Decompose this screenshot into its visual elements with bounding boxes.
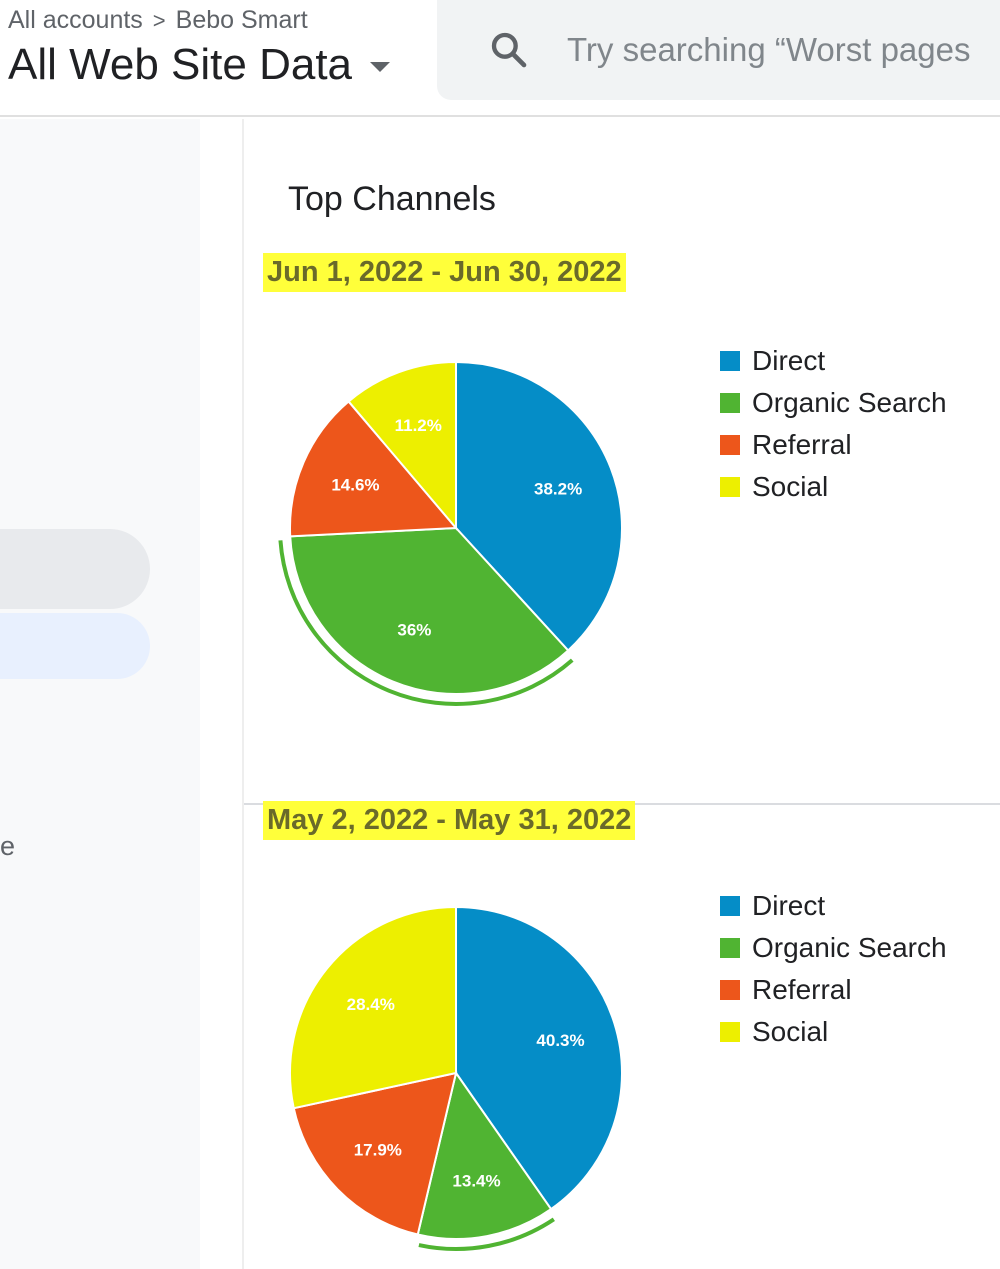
search-bar[interactable] xyxy=(437,0,1000,100)
legend-label: Direct xyxy=(752,345,826,376)
breadcrumb-all-accounts[interactable]: All accounts xyxy=(8,6,143,34)
sidebar-item-selected[interactable] xyxy=(0,613,150,679)
app-header: All accounts > Bebo Smart All Web Site D… xyxy=(0,0,1000,117)
pie-slice-social[interactable] xyxy=(347,360,457,531)
legend-swatch xyxy=(720,938,740,958)
content-divider xyxy=(242,119,244,1269)
pie-chart-jun[interactable]: 38.2% 36% 14.6% 11.2% xyxy=(270,360,640,720)
legend-item-direct[interactable]: Direct xyxy=(720,885,990,927)
legend-swatch xyxy=(720,435,740,455)
pie-slice-referral[interactable] xyxy=(289,400,459,538)
legend-swatch xyxy=(720,980,740,1000)
chart-legend-jun: Direct Organic Search Referral Social xyxy=(720,340,990,508)
legend-item-organic-search[interactable]: Organic Search xyxy=(720,382,990,424)
pie-slice-organic-search[interactable] xyxy=(289,526,570,695)
date-range-label: Jun 1, 2022 - Jun 30, 2022 xyxy=(263,253,626,292)
legend-label: Social xyxy=(752,471,829,502)
sidebar-item-active[interactable] xyxy=(0,529,150,609)
legend-swatch xyxy=(720,1022,740,1042)
selected-slice-highlight xyxy=(418,1217,555,1251)
legend-swatch xyxy=(720,393,740,413)
search-input[interactable] xyxy=(567,26,1000,74)
legend-swatch xyxy=(720,896,740,916)
pie-chart-may[interactable]: 40.3% 13.4% 17.9% 28.4% xyxy=(270,905,640,1260)
view-title[interactable]: All Web Site Data xyxy=(8,40,353,89)
pie-slice-social[interactable] xyxy=(289,905,457,1110)
breadcrumb-separator: > xyxy=(152,7,166,33)
pie-slice-organic-search[interactable] xyxy=(416,1070,553,1240)
sidebar-item-label[interactable]: e xyxy=(0,831,16,861)
view-selector[interactable]: All Web Site Data xyxy=(8,40,391,90)
legend-label: Social xyxy=(752,1016,829,1047)
slice-label-direct: 38.2% xyxy=(534,479,582,498)
legend-label: Organic Search xyxy=(752,387,947,418)
legend-item-referral[interactable]: Referral xyxy=(720,424,990,466)
selected-slice-highlight xyxy=(278,540,574,706)
legend-item-social[interactable]: Social xyxy=(720,466,990,508)
breadcrumb-account[interactable]: Bebo Smart xyxy=(175,6,308,34)
slice-label-direct: 40.3% xyxy=(536,1031,584,1050)
chart-legend-may: Direct Organic Search Referral Social xyxy=(720,885,990,1053)
legend-label: Direct xyxy=(752,890,826,921)
caret-down-icon[interactable] xyxy=(370,62,391,72)
pie-slice-direct[interactable] xyxy=(455,360,623,652)
legend-label: Organic Search xyxy=(752,932,947,963)
legend-swatch xyxy=(720,351,740,371)
slice-label-referral: 14.6% xyxy=(331,475,379,494)
slice-label-social: 28.4% xyxy=(347,995,395,1014)
slice-label-referral: 17.9% xyxy=(354,1141,402,1160)
legend-label: Referral xyxy=(752,974,852,1005)
pie-slice-direct[interactable] xyxy=(455,905,623,1211)
pie-slice-referral[interactable] xyxy=(292,1071,458,1236)
breadcrumb: All accounts > Bebo Smart xyxy=(8,6,308,35)
legend-item-direct[interactable]: Direct xyxy=(720,340,990,382)
slice-label-social: 11.2% xyxy=(395,416,442,435)
section-title: Top Channels xyxy=(288,180,496,218)
legend-item-social[interactable]: Social xyxy=(720,1011,990,1053)
legend-label: Referral xyxy=(752,429,852,460)
legend-swatch xyxy=(720,477,740,497)
legend-item-referral[interactable]: Referral xyxy=(720,969,990,1011)
legend-item-organic-search[interactable]: Organic Search xyxy=(720,927,990,969)
search-icon[interactable] xyxy=(489,30,529,70)
date-range-label: May 2, 2022 - May 31, 2022 xyxy=(263,801,636,840)
sidebar: e xyxy=(0,119,200,1269)
slice-label-organic-search: 36% xyxy=(397,620,431,639)
slice-label-organic-search: 13.4% xyxy=(452,1172,500,1191)
